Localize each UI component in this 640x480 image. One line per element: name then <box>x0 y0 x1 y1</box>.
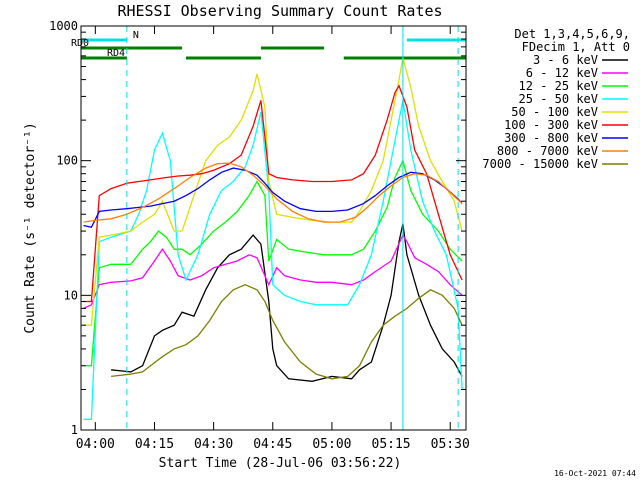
x-tick-label: 04:00 <box>76 437 115 452</box>
legend-label: 6 - 12 keV <box>526 66 598 80</box>
legend-header-line-1: Det 1,3,4,5,6,9, <box>514 27 630 41</box>
x-axis-label: Start Time (28-Jul-06 03:56:22) <box>159 456 402 471</box>
series-line <box>83 233 463 309</box>
y-tick-label: 1 <box>71 423 78 437</box>
flag-label-rd0: RD0 <box>71 38 89 49</box>
y-tick-label: 100 <box>56 154 78 168</box>
series-line <box>83 158 463 367</box>
flag-label-n: N <box>133 30 139 41</box>
x-tick-label: 05:00 <box>312 437 351 452</box>
legend-label: 12 - 25 keV <box>519 79 598 93</box>
series-line <box>83 100 463 420</box>
y-axis-label: Count Rate (s⁻¹ detector⁻¹) <box>23 122 38 333</box>
flag-label-rd4: RD4 <box>107 48 125 59</box>
series-line <box>111 283 463 380</box>
legend-label: 800 - 7000 keV <box>497 144 598 158</box>
series-line <box>111 223 463 382</box>
x-tick-label: 04:30 <box>194 437 233 452</box>
time-markers <box>126 26 459 430</box>
plot-frame <box>80 25 467 431</box>
x-tick-label: 05:15 <box>372 437 411 452</box>
series-lines <box>83 57 463 420</box>
flag-bars: N RD0 RD4 <box>71 30 466 60</box>
x-tick-label: 04:15 <box>135 437 174 452</box>
chart-title: RHESSI Observing Summary Count Rates <box>117 2 442 20</box>
x-tick-label: 05:30 <box>431 437 470 452</box>
legend-label: 100 - 300 keV <box>504 118 598 132</box>
x-axis-ticks: 04:00 04:15 04:30 04:45 05:00 05:15 05:30 <box>76 26 470 452</box>
y-axis-ticks: 1 10 100 1000 <box>49 19 466 437</box>
legend: Det 1,3,4,5,6,9, FDecim 1, Att 0 3 - 6 k… <box>482 27 630 171</box>
series-line <box>83 57 463 326</box>
legend-label: 3 - 6 keV <box>533 53 598 67</box>
legend-label: 25 - 50 keV <box>519 92 598 106</box>
y-tick-label: 1000 <box>49 19 78 33</box>
legend-label: 7000 - 15000 keV <box>482 157 598 171</box>
y-tick-label: 10 <box>64 288 78 302</box>
footer-date: 16-Oct-2021 07:44 <box>554 469 636 478</box>
legend-header-line-2: FDecim 1, Att 0 <box>522 40 630 54</box>
legend-label: 50 - 100 keV <box>511 105 598 119</box>
legend-label: 300 - 800 keV <box>504 131 598 145</box>
x-tick-label: 04:45 <box>253 437 292 452</box>
series-line <box>83 162 463 223</box>
